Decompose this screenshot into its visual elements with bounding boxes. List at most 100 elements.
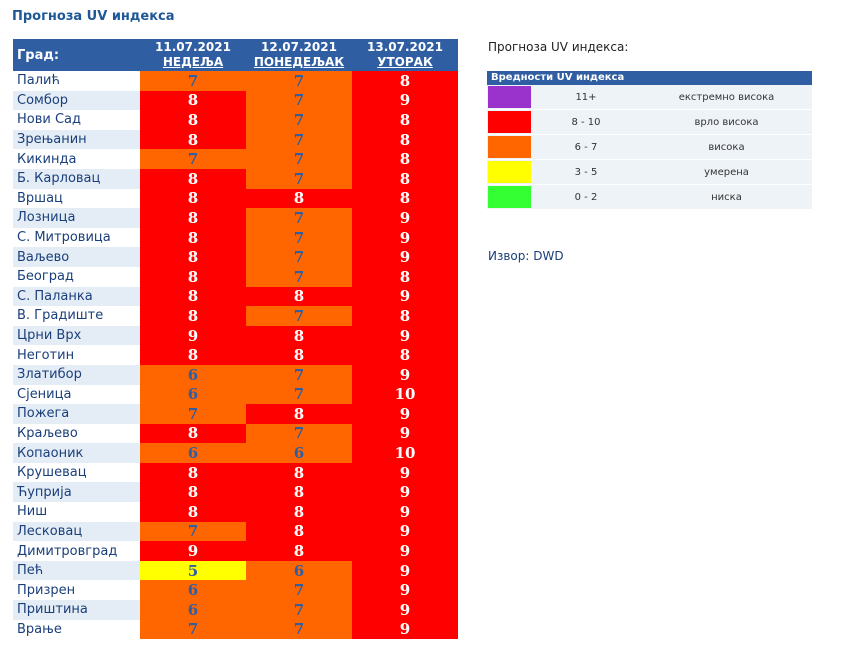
day-date: 12.07.2021 <box>261 40 337 54</box>
table-row: Златибор 6 7 9 <box>13 364 458 385</box>
uv-value-cell: 9 <box>140 325 246 346</box>
table-row: С. Паланка 8 8 9 <box>13 286 458 307</box>
table-header-row: Град: 11.07.2021 НЕДЕЉА 12.07.2021 ПОНЕД… <box>13 39 458 71</box>
table-row: Сјеница 6 7 10 <box>13 384 458 405</box>
uv-value-cell: 10 <box>352 443 458 463</box>
city-name: Лесковац <box>13 521 140 542</box>
uv-value-cell: 8 <box>140 90 246 111</box>
uv-value-cell: 7 <box>140 71 246 91</box>
uv-value-cell: 8 <box>352 345 458 365</box>
city-name: С. Паланка <box>13 286 140 307</box>
legend-range: 8 - 10 <box>571 116 601 128</box>
city-name: Димитровград <box>13 541 140 561</box>
legend-item: 11+ екстремно висока <box>487 85 812 110</box>
city-name: Приштина <box>13 600 140 620</box>
city-column-header: Град: <box>13 39 140 71</box>
legend-item: 0 - 2 ниска <box>487 185 812 210</box>
uv-value-cell: 7 <box>140 404 246 424</box>
legend-header: Вредности UV индекса <box>487 71 812 85</box>
uv-value-cell: 8 <box>140 188 246 209</box>
city-name: Палић <box>13 71 140 91</box>
city-name: Пећ <box>13 560 140 581</box>
uv-value-cell: 7 <box>246 129 352 150</box>
uv-value-cell: 10 <box>352 384 458 405</box>
day-of-week: НЕДЕЉА <box>162 55 224 69</box>
uv-value-cell: 7 <box>246 227 352 248</box>
uv-value-cell: 9 <box>352 462 458 483</box>
uv-value-cell: 8 <box>352 306 458 326</box>
uv-value-cell: 7 <box>246 619 352 640</box>
uv-value-cell: 6 <box>140 384 246 405</box>
day-header-2: 12.07.2021 ПОНЕДЕЉАК <box>246 39 352 71</box>
uv-value-cell: 9 <box>352 247 458 267</box>
table-row: Врање 7 7 9 <box>13 619 458 640</box>
uv-value-cell: 5 <box>140 560 246 581</box>
table-row: Б. Карловац 8 7 8 <box>13 168 458 189</box>
uv-value-cell: 9 <box>352 325 458 346</box>
uv-value-cell: 8 <box>246 404 352 424</box>
table-row: Београд 8 7 8 <box>13 266 458 287</box>
city-name: Ваљево <box>13 247 140 267</box>
city-name: Ниш <box>13 502 140 522</box>
uv-value-cell: 7 <box>246 423 352 444</box>
uv-value-cell: 7 <box>140 521 246 542</box>
table-row: Лесковац 7 8 9 <box>13 521 458 542</box>
table-row: Краљево 8 7 9 <box>13 423 458 444</box>
uv-value-cell: 8 <box>140 462 246 483</box>
uv-value-cell: 9 <box>352 560 458 581</box>
legend-description: врло висока <box>694 116 759 128</box>
uv-value-cell: 8 <box>140 247 246 267</box>
city-name: Сјеница <box>13 384 140 405</box>
uv-value-cell: 7 <box>246 247 352 267</box>
table-row: В. Градиште 8 7 8 <box>13 306 458 326</box>
uv-value-cell: 7 <box>246 208 352 228</box>
city-name: Нови Сад <box>13 110 140 130</box>
uv-value-cell: 8 <box>140 168 246 189</box>
uv-value-cell: 9 <box>352 227 458 248</box>
uv-value-cell: 9 <box>352 423 458 444</box>
legend-range: 11+ <box>575 91 597 103</box>
uv-value-cell: 6 <box>140 580 246 601</box>
uv-value-cell: 8 <box>352 168 458 189</box>
page-title: Прогноза UV индекса <box>12 9 175 24</box>
uv-value-cell: 8 <box>246 345 352 365</box>
table-row: Лозница 8 7 9 <box>13 208 458 228</box>
city-name: Лозница <box>13 208 140 228</box>
table-row: Приштина 6 7 9 <box>13 600 458 620</box>
legend-color-swatch <box>488 111 531 133</box>
city-name: Крушевац <box>13 462 140 483</box>
uv-value-cell: 9 <box>140 541 246 561</box>
uv-value-cell: 9 <box>352 482 458 503</box>
uv-value-cell: 8 <box>246 188 352 209</box>
legend-range: 0 - 2 <box>574 191 598 203</box>
uv-value-cell: 9 <box>352 286 458 307</box>
city-name: Зрењанин <box>13 129 140 150</box>
uv-value-cell: 8 <box>140 482 246 503</box>
city-name: Кикинда <box>13 149 140 169</box>
uv-value-cell: 7 <box>246 306 352 326</box>
uv-value-cell: 6 <box>246 560 352 581</box>
uv-value-cell: 6 <box>140 600 246 620</box>
uv-value-cell: 7 <box>140 619 246 640</box>
city-name: Златибор <box>13 364 140 385</box>
legend-color-swatch <box>488 186 531 208</box>
city-name: Пожега <box>13 404 140 424</box>
city-name: Краљево <box>13 423 140 444</box>
uv-value-cell: 7 <box>246 149 352 169</box>
uv-value-cell: 8 <box>246 521 352 542</box>
uv-value-cell: 7 <box>140 149 246 169</box>
uv-value-cell: 9 <box>352 521 458 542</box>
city-name: В. Градиште <box>13 306 140 326</box>
city-name: Црни Врх <box>13 325 140 346</box>
uv-value-cell: 7 <box>246 90 352 111</box>
city-name: Врање <box>13 619 140 640</box>
uv-value-cell: 8 <box>352 266 458 287</box>
uv-legend: Вредности UV индекса 11+ екстремно висока… <box>487 71 812 210</box>
uv-value-cell: 8 <box>140 345 246 365</box>
legend-color-swatch <box>488 161 531 183</box>
table-row: Копаоник 6 6 10 <box>13 443 458 463</box>
uv-value-cell: 7 <box>246 266 352 287</box>
table-row: Пећ 5 6 9 <box>13 560 458 581</box>
table-row: Кикинда 7 7 8 <box>13 149 458 169</box>
table-row: Вршац 8 8 8 <box>13 188 458 209</box>
